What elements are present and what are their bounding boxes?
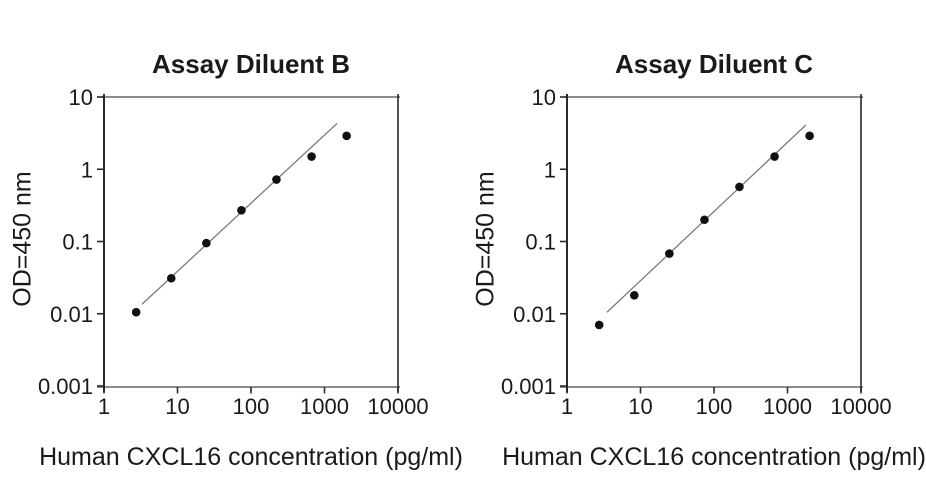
y-tick-label: 10: [532, 85, 556, 110]
data-point: [629, 291, 639, 300]
data-point: [665, 249, 674, 258]
y-tick-label: 0.001: [38, 374, 93, 399]
x-tick-label: 10: [165, 394, 189, 419]
y-tick-label: 1: [81, 157, 93, 182]
y-tick-label: 0.1: [525, 230, 556, 255]
x-axis-label: Human CXCL16 concentration (pg/ml): [39, 443, 463, 471]
data-point: [594, 320, 604, 330]
chart-panel-diluent-b: Assay Diluent B OD=450 nm 10 1 0.1 0.01 0.00…: [9, 48, 463, 471]
y-tick-label: 0.001: [501, 374, 556, 399]
y-tick-label: 0.01: [50, 302, 93, 327]
x-tick-label: 10000: [367, 394, 428, 419]
data-point: [700, 215, 709, 225]
y-tick-label: 0.01: [513, 302, 556, 327]
data-point: [131, 307, 141, 317]
data-point: [202, 238, 211, 248]
data-point: [272, 175, 281, 184]
chart-title: Assay Diluent B: [152, 48, 350, 79]
x-tick-label: 100: [696, 394, 733, 419]
chart-title: Assay Diluent C: [615, 48, 813, 79]
data-point: [805, 131, 814, 141]
x-tick-label: 1: [561, 394, 573, 419]
x-axis-label: Human CXCL16 concentration (pg/ml): [502, 443, 926, 471]
y-tick-label: 0.1: [62, 230, 93, 255]
data-point: [735, 182, 744, 192]
y-tick-label: 1: [544, 157, 556, 182]
y-tick-label: 10: [69, 85, 93, 110]
data-point: [342, 131, 351, 141]
x-tick-label: 1000: [763, 394, 812, 419]
chart-panel-diluent-c: Assay Diluent C OD=450 nm 10 1 0.1 0.01 0.00…: [463, 0, 926, 480]
x-tick-label: 1: [98, 394, 110, 419]
x-tick-label: 10: [628, 394, 652, 419]
data-point: [166, 273, 176, 283]
x-tick-label: 100: [233, 394, 270, 419]
data-point: [237, 206, 246, 215]
data-point: [307, 152, 316, 161]
x-tick-label: 10000: [830, 394, 891, 419]
x-tick-label: 1000: [300, 394, 349, 419]
data-point: [770, 152, 779, 161]
